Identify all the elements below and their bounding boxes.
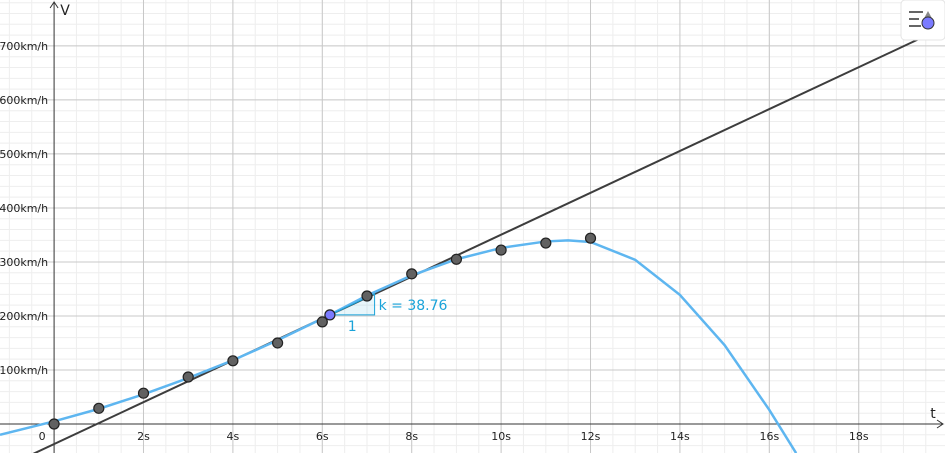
y-tick-label: 400km/h bbox=[0, 202, 48, 215]
y-tick-label: 700km/h bbox=[0, 40, 48, 53]
y-axis-label: V bbox=[60, 3, 70, 19]
x-tick-label: 6s bbox=[316, 430, 329, 443]
style-bar-button[interactable] bbox=[900, 0, 945, 41]
data-point bbox=[316, 316, 328, 328]
x-tick-label: 0 bbox=[39, 430, 46, 443]
x-tick-label: 14s bbox=[670, 430, 690, 443]
x-tick-label: 2s bbox=[137, 430, 150, 443]
y-tick-label: 100km/h bbox=[0, 364, 48, 377]
data-point bbox=[584, 232, 597, 244]
x-tick-label: 8s bbox=[405, 430, 418, 443]
data-point bbox=[495, 244, 507, 256]
data-point bbox=[406, 268, 418, 280]
y-tick-label: 500km/h bbox=[0, 148, 48, 161]
tangent-point bbox=[324, 309, 336, 321]
x-tick-label: 12s bbox=[581, 430, 601, 443]
data-point bbox=[48, 418, 60, 430]
data-point bbox=[93, 402, 105, 414]
x-tick-label: 18s bbox=[849, 430, 869, 443]
y-axis-arrow bbox=[49, 1, 59, 9]
slope-label: k = 38.76 bbox=[379, 298, 448, 314]
y-tick-label: 300km/h bbox=[0, 256, 48, 269]
data-point bbox=[227, 355, 239, 367]
x-tick-label: 4s bbox=[227, 430, 240, 443]
y-tick-label: 600km/h bbox=[0, 94, 48, 107]
data-point bbox=[450, 253, 463, 265]
data-point bbox=[540, 237, 552, 249]
y-tick-label: 200km/h bbox=[0, 310, 48, 323]
x-axis-arrow bbox=[936, 419, 944, 429]
tangent-line bbox=[24, 25, 945, 457]
run-label: 1 bbox=[348, 319, 357, 335]
x-axis-label: t bbox=[930, 406, 936, 422]
x-tick-label: 10s bbox=[491, 430, 511, 443]
x-tick-label: 16s bbox=[759, 430, 779, 443]
data-point bbox=[271, 337, 284, 349]
data-point bbox=[361, 290, 373, 302]
icon-circle bbox=[921, 16, 935, 30]
fit-curve bbox=[0, 239, 798, 454]
data-point bbox=[182, 371, 194, 383]
data-point bbox=[137, 387, 150, 399]
